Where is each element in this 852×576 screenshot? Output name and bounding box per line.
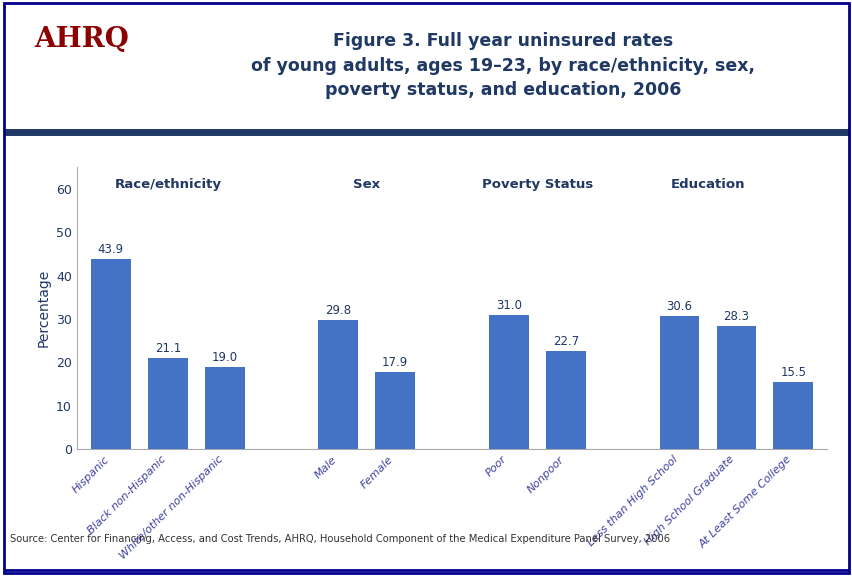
Text: 19.0: 19.0 <box>211 351 238 363</box>
Bar <box>204 367 245 449</box>
Bar <box>147 358 187 449</box>
Text: Figure 3. Full year uninsured rates
of young adults, ages 19–23, by race/ethnici: Figure 3. Full year uninsured rates of y… <box>251 32 754 99</box>
Text: 30.6: 30.6 <box>665 300 692 313</box>
Bar <box>318 320 358 449</box>
Text: Race/ethnicity: Race/ethnicity <box>114 178 221 191</box>
Text: 21.1: 21.1 <box>154 342 181 355</box>
Bar <box>488 314 528 449</box>
Text: 29.8: 29.8 <box>325 304 351 317</box>
Text: 15.5: 15.5 <box>780 366 805 379</box>
Text: AHRQ: AHRQ <box>34 26 129 53</box>
Bar <box>91 259 130 449</box>
Bar <box>375 372 415 449</box>
Text: 31.0: 31.0 <box>495 298 521 312</box>
Text: 17.9: 17.9 <box>382 355 408 369</box>
Y-axis label: Percentage: Percentage <box>37 269 50 347</box>
Text: Sex: Sex <box>353 178 380 191</box>
Text: Source: Center for Financing, Access, and Cost Trends, AHRQ, Household Component: Source: Center for Financing, Access, an… <box>10 535 670 544</box>
Text: Advancing
Excellence in
Health Care: Advancing Excellence in Health Care <box>52 60 112 92</box>
Text: Poverty Status: Poverty Status <box>481 178 592 191</box>
Bar <box>716 327 756 449</box>
Text: Education: Education <box>670 178 745 191</box>
Bar <box>545 351 585 449</box>
Bar <box>659 316 699 449</box>
Text: 43.9: 43.9 <box>98 242 124 256</box>
Text: 28.3: 28.3 <box>722 310 749 323</box>
Bar <box>773 382 812 449</box>
Text: 22.7: 22.7 <box>552 335 579 348</box>
